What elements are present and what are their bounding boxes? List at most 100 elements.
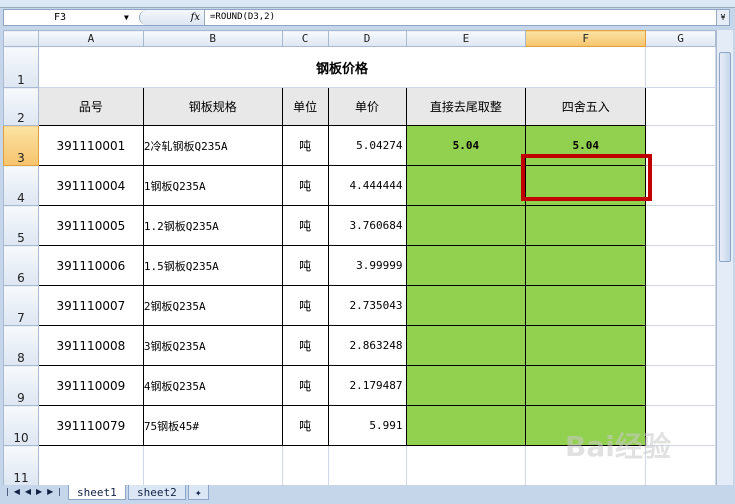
data-cell[interactable]: 391110005 (37, 205, 144, 246)
data-cell[interactable]: 391110004 (37, 165, 144, 206)
name-box-dropdown-icon[interactable]: ▼ (124, 13, 129, 22)
data-cell[interactable]: 吨 (281, 125, 329, 166)
row-header-7[interactable]: 7 (3, 285, 39, 326)
data-cell[interactable]: 1.5钢板Q235A (142, 245, 283, 286)
vertical-scrollbar[interactable] (716, 30, 733, 485)
row-header-11[interactable]: 11 (3, 445, 39, 485)
data-cell[interactable]: 391110009 (37, 365, 144, 406)
data-cell[interactable] (405, 245, 527, 286)
cell[interactable] (525, 445, 647, 485)
cell[interactable] (645, 325, 716, 366)
tab-sheet1[interactable]: sheet1 (68, 485, 126, 500)
data-cell[interactable] (405, 165, 527, 206)
data-cell[interactable]: 75钢板45# (142, 405, 283, 446)
data-cell[interactable] (405, 205, 527, 246)
row-header-1[interactable]: 1 (3, 46, 39, 88)
data-cell[interactable]: 2.863248 (327, 325, 407, 366)
row-header-6[interactable]: 6 (3, 245, 39, 286)
cell[interactable] (645, 445, 716, 485)
data-cell[interactable]: 2钢板Q235A (142, 285, 283, 326)
data-cell[interactable] (525, 405, 647, 446)
data-cell[interactable]: 4钢板Q235A (142, 365, 283, 406)
sheet-title[interactable]: 钢板价格 (37, 46, 647, 88)
header-cell[interactable]: 钢板规格 (142, 87, 283, 126)
column-header-E[interactable]: E (405, 30, 527, 47)
data-cell[interactable]: 3.99999 (327, 245, 407, 286)
data-cell[interactable]: 5.04274 (327, 125, 407, 166)
expand-formula-bar-icon[interactable]: ¥ (716, 10, 729, 25)
data-cell[interactable]: 1.2钢板Q235A (142, 205, 283, 246)
data-cell[interactable]: 吨 (281, 165, 329, 206)
cell[interactable] (645, 365, 716, 406)
data-cell[interactable]: 391110007 (37, 285, 144, 326)
insert-function-button[interactable]: fx (139, 10, 205, 25)
column-header-D[interactable]: D (327, 30, 407, 47)
data-cell[interactable]: 391110001 (37, 125, 144, 166)
cell[interactable] (645, 245, 716, 286)
tab-sheet2[interactable]: sheet2 (128, 485, 186, 500)
cell[interactable] (645, 405, 716, 446)
data-cell[interactable]: 吨 (281, 285, 329, 326)
column-header-B[interactable]: B (142, 30, 283, 47)
data-cell[interactable]: 391110008 (37, 325, 144, 366)
cell[interactable] (142, 445, 283, 485)
data-cell[interactable] (405, 405, 527, 446)
header-cell[interactable]: 直接去尾取整 (405, 87, 527, 126)
data-cell[interactable] (525, 285, 647, 326)
data-cell[interactable]: 5.04 (405, 125, 527, 166)
name-box[interactable]: F3 (54, 12, 67, 23)
row-header-3[interactable]: 3 (3, 125, 39, 166)
data-cell[interactable]: 391110006 (37, 245, 144, 286)
cell[interactable] (645, 285, 716, 326)
sheet-nav-arrows-icon[interactable]: |◀◀▶▶| (6, 487, 66, 496)
cell[interactable] (405, 445, 527, 485)
data-cell[interactable]: 吨 (281, 365, 329, 406)
column-header-C[interactable]: C (281, 30, 329, 47)
column-header-G[interactable]: G (645, 30, 716, 47)
data-cell[interactable] (525, 365, 647, 406)
insert-sheet-icon[interactable]: ✦ (188, 485, 209, 500)
cell[interactable] (645, 125, 716, 166)
cell[interactable] (281, 445, 329, 485)
column-header-A[interactable]: A (37, 30, 144, 47)
column-header-F[interactable]: F (525, 30, 647, 47)
row-header-10[interactable]: 10 (3, 405, 39, 446)
data-cell[interactable]: 吨 (281, 205, 329, 246)
cell[interactable] (327, 445, 407, 485)
row-header-5[interactable]: 5 (3, 205, 39, 246)
data-cell[interactable]: 3.760684 (327, 205, 407, 246)
worksheet-grid[interactable]: A B C D E F G 1 钢板价格 2 品号 钢板规格 单位 单价 直接去尾取整 四舍五入 3 391110… (3, 30, 716, 485)
row-header-8[interactable]: 8 (3, 325, 39, 366)
data-cell[interactable]: 4.444444 (327, 165, 407, 206)
cell[interactable] (37, 445, 144, 485)
scroll-thumb[interactable] (719, 52, 731, 262)
data-cell[interactable]: 吨 (281, 325, 329, 366)
cell[interactable] (645, 205, 716, 246)
data-cell[interactable]: 5.04 (525, 125, 647, 166)
header-cell[interactable]: 单位 (281, 87, 329, 126)
formula-input[interactable]: =ROUND(D3,2) (210, 12, 276, 22)
data-cell[interactable] (525, 325, 647, 366)
row-header-4[interactable]: 4 (3, 165, 39, 206)
cell[interactable] (645, 46, 716, 88)
row-header-2[interactable]: 2 (3, 87, 39, 126)
data-cell[interactable] (405, 365, 527, 406)
data-cell[interactable] (525, 245, 647, 286)
data-cell[interactable]: 吨 (281, 405, 329, 446)
data-cell[interactable] (405, 325, 527, 366)
data-cell[interactable] (525, 165, 647, 206)
data-cell[interactable]: 3钢板Q235A (142, 325, 283, 366)
cell[interactable] (645, 87, 716, 126)
row-header-9[interactable]: 9 (3, 365, 39, 406)
header-cell[interactable]: 品号 (37, 87, 144, 126)
header-cell[interactable]: 单价 (327, 87, 407, 126)
data-cell[interactable]: 2.179487 (327, 365, 407, 406)
data-cell[interactable]: 2冷轧钢板Q235A (142, 125, 283, 166)
data-cell[interactable] (405, 285, 527, 326)
data-cell[interactable]: 391110079 (37, 405, 144, 446)
data-cell[interactable]: 2.735043 (327, 285, 407, 326)
data-cell[interactable]: 5.991 (327, 405, 407, 446)
header-cell[interactable]: 四舍五入 (525, 87, 647, 126)
data-cell[interactable] (525, 205, 647, 246)
data-cell[interactable]: 吨 (281, 245, 329, 286)
